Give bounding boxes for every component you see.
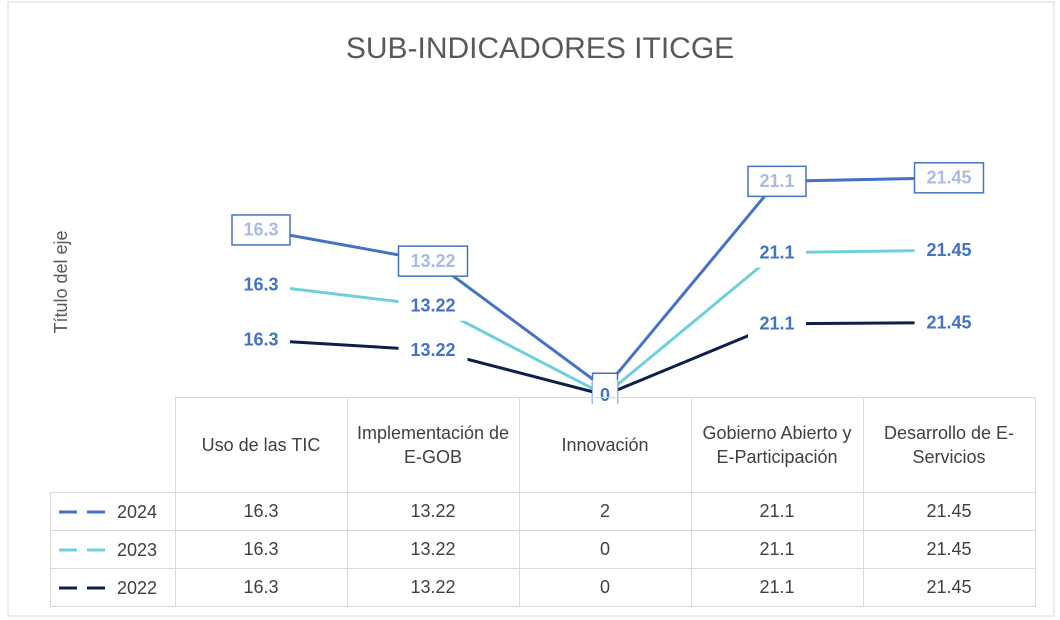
corner-cell bbox=[50, 397, 176, 493]
category-cell: Uso de las TIC bbox=[174, 397, 348, 493]
x-tick-label: Desarrollo de E-Servicios bbox=[883, 423, 1015, 467]
table-value: 0 bbox=[518, 530, 692, 569]
data-table: Uso de las TIC Implementación de E-GOB Inn… bbox=[50, 397, 1036, 607]
legend-cell: 2023 bbox=[50, 530, 176, 569]
data-label: 21.1 bbox=[759, 242, 794, 262]
table-value: 21.45 bbox=[862, 530, 1036, 569]
chart-title: SUB-INDICADORES ITICGE bbox=[346, 32, 734, 65]
legend-label: 2024 bbox=[117, 501, 158, 522]
chart-border bbox=[7, 1, 1055, 617]
data-label: 21.1 bbox=[759, 171, 794, 191]
data-label: 16.3 bbox=[243, 275, 278, 295]
category-cell: Innovación bbox=[518, 397, 692, 493]
data-label-box bbox=[232, 269, 290, 300]
data-label-box bbox=[913, 162, 985, 194]
x-tick-label: Innovación bbox=[561, 435, 649, 455]
table-value: 13.22 bbox=[346, 492, 520, 531]
data-row: 2023 16.3 13.22 0 21.1 21.45 bbox=[50, 530, 1036, 569]
data-label-box bbox=[914, 307, 984, 338]
data-label: 21.45 bbox=[926, 240, 971, 260]
data-label: 13.22 bbox=[410, 251, 455, 271]
table-value: 16.3 bbox=[174, 492, 348, 531]
data-label-box bbox=[397, 245, 469, 277]
table-value: 0 bbox=[518, 568, 692, 607]
data-label-box bbox=[231, 214, 291, 246]
legend-key bbox=[59, 548, 115, 552]
table-value: 21.45 bbox=[862, 568, 1036, 607]
table-value: 21.45 bbox=[862, 492, 1036, 531]
table-value: 16.3 bbox=[174, 568, 348, 607]
data-label: 16.3 bbox=[243, 330, 278, 350]
x-tick-label: Implementación de E-GOB bbox=[356, 423, 510, 467]
data-label-box bbox=[232, 324, 290, 355]
legend-cell: 2022 bbox=[50, 568, 176, 607]
table-value: 13.22 bbox=[346, 530, 520, 569]
data-label: 16.3 bbox=[243, 220, 278, 240]
data-label: 13.22 bbox=[410, 340, 455, 360]
legend-key bbox=[59, 586, 115, 590]
data-row: 2022 16.3 13.22 0 21.1 21.45 bbox=[50, 568, 1036, 607]
data-label-box bbox=[748, 237, 806, 268]
y-axis-title: Título del eje bbox=[51, 230, 71, 333]
legend-cell: 2024 bbox=[50, 492, 176, 531]
legend-label: 2023 bbox=[117, 539, 158, 560]
legend-label: 2022 bbox=[117, 577, 158, 598]
table-value: 21.1 bbox=[690, 568, 864, 607]
data-label-box bbox=[398, 290, 468, 321]
data-label: 21.45 bbox=[926, 168, 971, 188]
header-row: Uso de las TIC Implementación de E-GOB Inn… bbox=[50, 397, 1036, 493]
data-label: 13.22 bbox=[410, 296, 455, 316]
x-tick-label: Gobierno Abierto y E-Participación bbox=[702, 423, 852, 467]
data-label-box bbox=[747, 165, 807, 198]
category-cell: Implementación de E-GOB bbox=[346, 397, 520, 493]
data-label: 21.1 bbox=[759, 314, 794, 334]
table-value: 13.22 bbox=[346, 568, 520, 607]
category-cell: Gobierno Abierto y E-Participación bbox=[690, 397, 864, 493]
data-label: 0 bbox=[600, 385, 610, 405]
data-label: 21.45 bbox=[926, 312, 971, 332]
category-cell: Desarrollo de E-Servicios bbox=[862, 397, 1036, 493]
table-value: 2 bbox=[518, 492, 692, 531]
x-tick-label: Uso de las TIC bbox=[201, 435, 321, 455]
data-label-box bbox=[398, 335, 468, 366]
data-label-box bbox=[748, 308, 806, 339]
series-line bbox=[260, 176, 950, 391]
legend-key bbox=[59, 510, 115, 514]
table-value: 21.1 bbox=[690, 530, 864, 569]
table-value: 21.1 bbox=[690, 492, 864, 531]
data-row: 2024 16.3 13.22 2 21.1 21.45 bbox=[50, 492, 1036, 531]
table-value: 16.3 bbox=[174, 530, 348, 569]
data-label-box bbox=[914, 235, 984, 266]
